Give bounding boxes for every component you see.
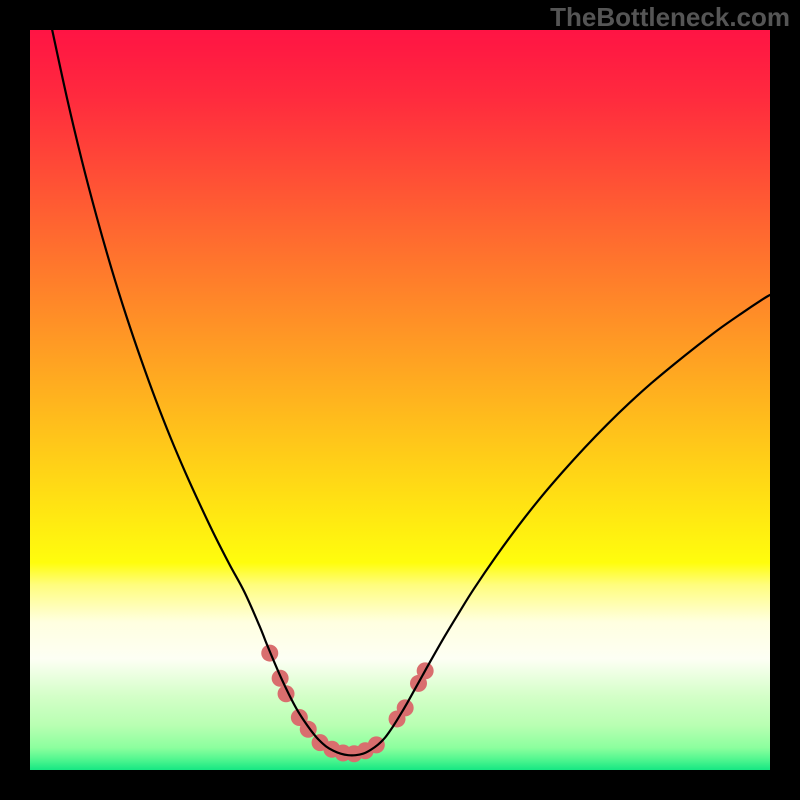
watermark-text: TheBottleneck.com bbox=[550, 2, 790, 33]
chart-stage: TheBottleneck.com bbox=[0, 0, 800, 800]
plot-area bbox=[30, 30, 770, 770]
bottleneck-curve bbox=[52, 30, 770, 755]
chart-svg bbox=[30, 30, 770, 770]
